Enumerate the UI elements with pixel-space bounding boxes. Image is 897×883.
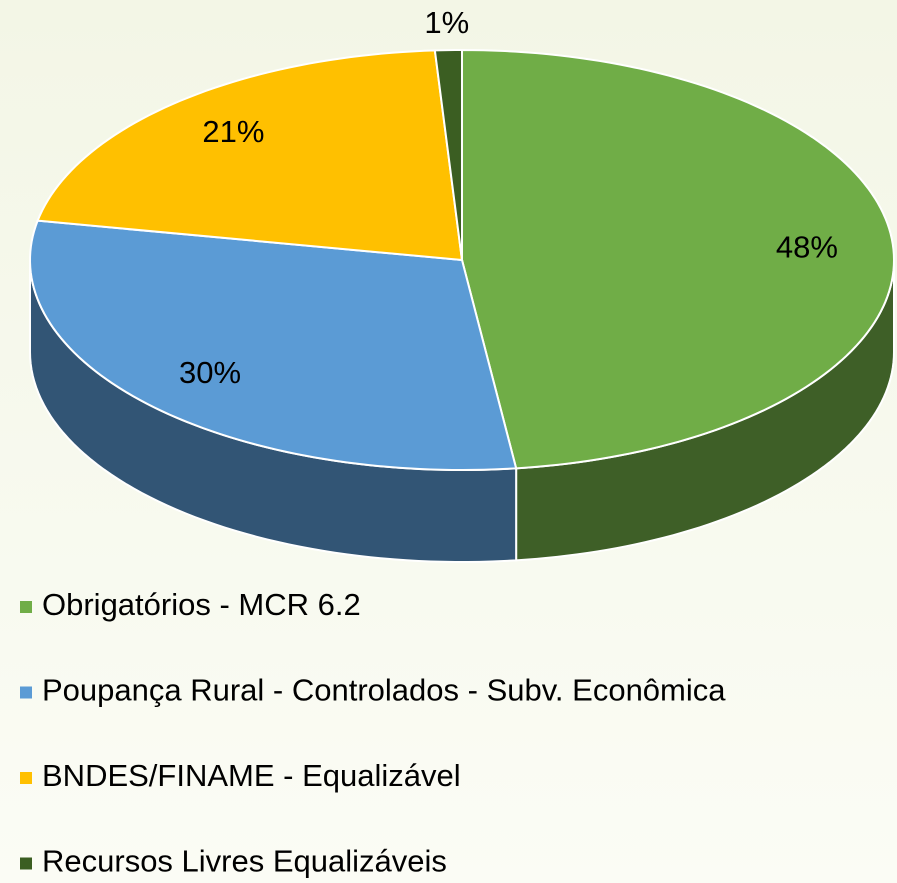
legend-swatch (20, 772, 32, 784)
data-label: 1% (424, 5, 469, 40)
slice (29, 219, 518, 472)
legend-label: Obrigatórios - MCR 6.2 (42, 587, 361, 622)
slice (433, 48, 463, 261)
legend-swatch (20, 857, 32, 870)
slice (36, 49, 464, 262)
data-label: 30% (179, 355, 241, 390)
data-label: 21% (202, 114, 264, 149)
legend-label: Recursos Livres Equalizáveis (42, 844, 447, 879)
data-label: 48% (776, 230, 838, 265)
legend-label: Poupança Rural - Controlados - Subv. Eco… (42, 673, 726, 708)
slice (461, 48, 896, 470)
legend-swatch (20, 686, 32, 699)
legend-swatch (20, 601, 32, 613)
legend-label: BNDES/FINAME - Equalizável (42, 758, 461, 793)
